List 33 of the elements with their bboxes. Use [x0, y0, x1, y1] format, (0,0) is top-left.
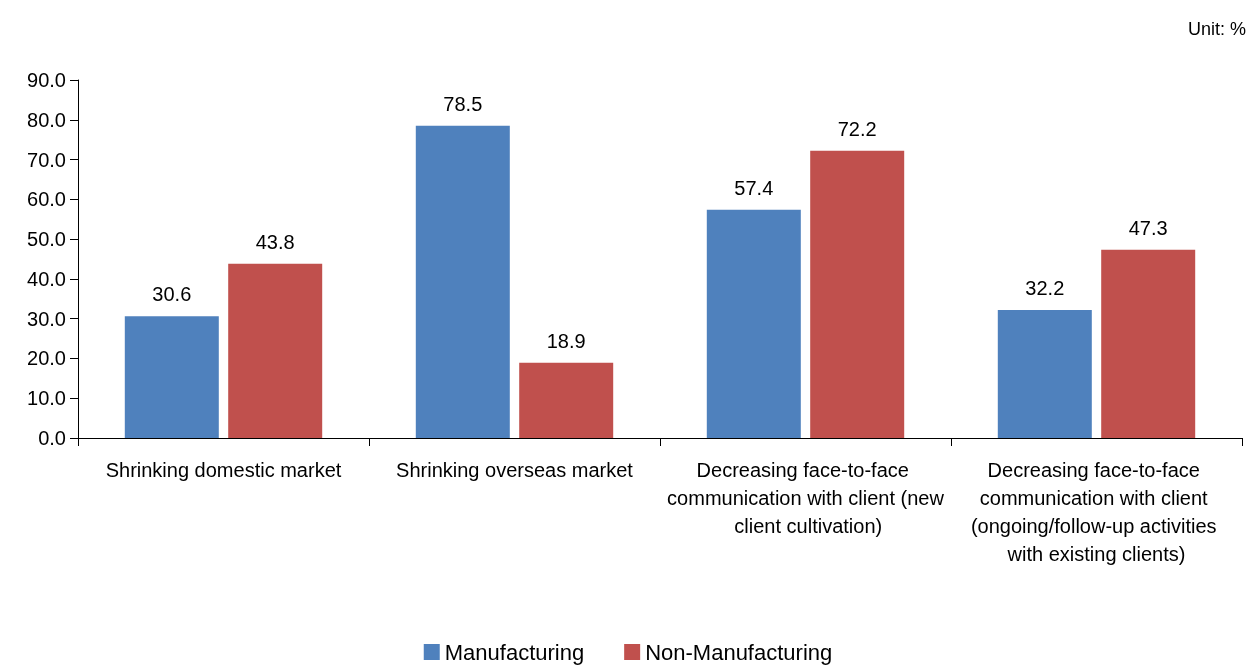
text: Unit: % [1187, 19, 1247, 39]
x-tick-label: Decreasing face-to-face communication with client (ongoing/follow-up activities with existing clients) [970, 459, 1223, 565]
legend-label: Manufacturing [444, 639, 585, 665]
bar [519, 362, 614, 438]
data-label: 30.6 [152, 283, 192, 306]
bar [228, 263, 323, 438]
data-label: 43.8 [255, 230, 295, 253]
bar [1101, 249, 1196, 438]
y-tick-label: 50.0 [27, 228, 66, 251]
x-tick-label: Decreasing face-to-face communication with client (new client cultivation) [667, 459, 945, 537]
bar [810, 150, 905, 438]
bar [415, 125, 510, 438]
legend-label: Non-Manufacturing [645, 639, 833, 665]
data-label: 57.4 [734, 176, 774, 199]
x-tick-label: Shrinking domestic market [105, 459, 342, 481]
data-label: 32.2 [1025, 276, 1065, 299]
data-label: 72.2 [837, 117, 877, 140]
data-label: 47.3 [1128, 216, 1168, 239]
y-tick-label: 60.0 [27, 188, 66, 211]
y-tick-label: 10.0 [27, 387, 66, 410]
bar [997, 309, 1092, 438]
y-tick-label: 90.0 [27, 69, 66, 91]
data-label: 78.5 [443, 92, 483, 115]
x-tick-label: Shrinking overseas market [396, 459, 634, 481]
y-tick-label: 0.0 [38, 427, 66, 449]
data-label: 18.9 [546, 329, 586, 352]
y-tick-label: 40.0 [27, 267, 66, 290]
bar [124, 316, 219, 438]
y-tick-label: 80.0 [27, 108, 66, 131]
y-tick-label: 70.0 [27, 148, 66, 171]
bar [706, 209, 801, 438]
y-tick-label: 30.0 [27, 307, 66, 330]
y-tick-label: 20.0 [27, 347, 66, 370]
